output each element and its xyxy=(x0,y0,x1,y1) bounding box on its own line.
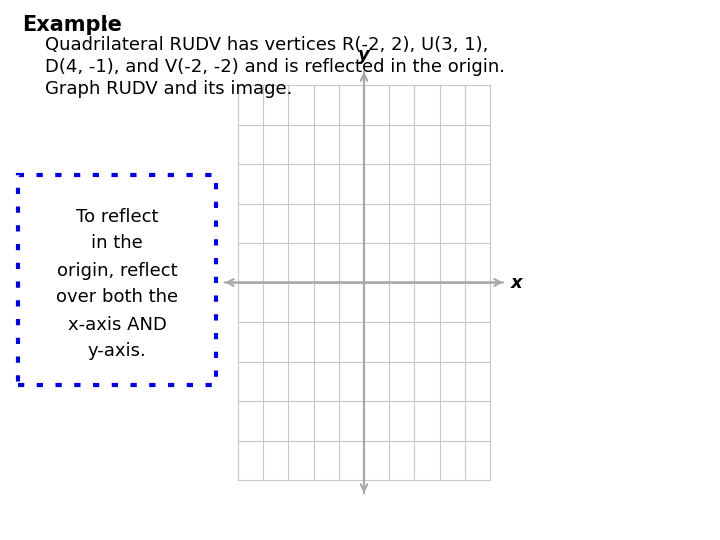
Text: D(4, -1), and V(-2, -2) and is reflected in the origin.: D(4, -1), and V(-2, -2) and is reflected… xyxy=(22,58,505,76)
Text: x: x xyxy=(511,273,523,292)
Text: in the: in the xyxy=(91,234,143,253)
Text: y: y xyxy=(358,46,370,64)
Text: y-axis.: y-axis. xyxy=(88,342,146,361)
Text: origin, reflect: origin, reflect xyxy=(57,261,177,280)
Text: x-axis AND: x-axis AND xyxy=(68,315,166,334)
Text: Quadrilateral RUDV has vertices R(-2, 2), U(3, 1),: Quadrilateral RUDV has vertices R(-2, 2)… xyxy=(22,36,488,54)
Text: Graph RUDV and its image.: Graph RUDV and its image. xyxy=(22,80,292,98)
Text: Example: Example xyxy=(22,15,122,35)
Bar xyxy=(18,175,216,385)
Text: To reflect: To reflect xyxy=(76,207,158,226)
Text: :: : xyxy=(102,15,109,35)
Text: over both the: over both the xyxy=(56,288,178,307)
